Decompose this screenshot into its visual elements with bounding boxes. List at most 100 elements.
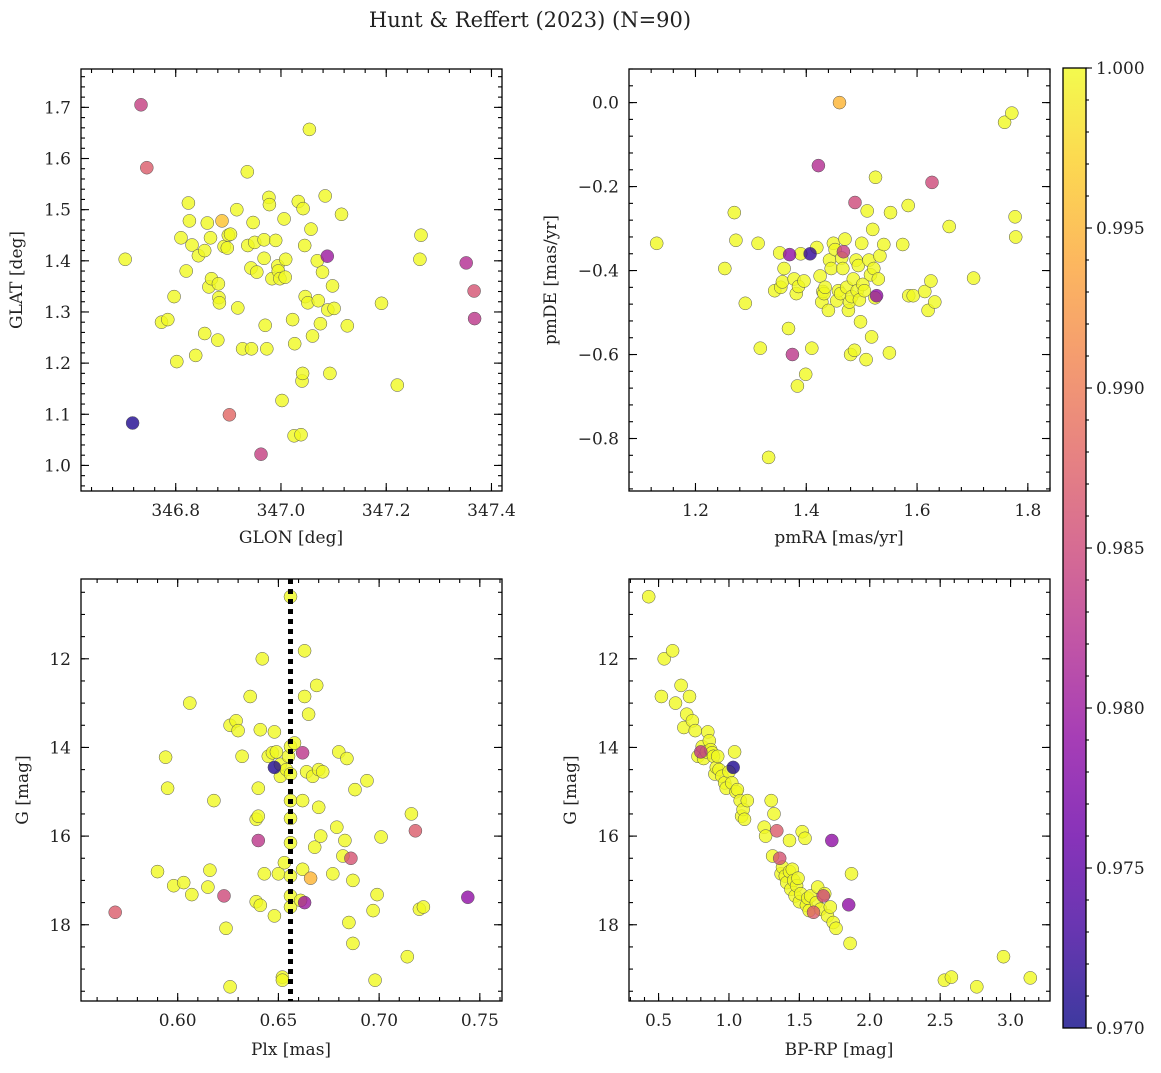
data-point bbox=[346, 936, 360, 951]
x-tick-label: 0.75 bbox=[461, 1011, 499, 1031]
y-tick-label: 18 bbox=[597, 916, 619, 936]
data-point bbox=[231, 301, 245, 315]
x-axis-label: Plx [mas] bbox=[251, 1040, 331, 1060]
data-point bbox=[278, 252, 293, 267]
data-point bbox=[790, 379, 805, 393]
data-point bbox=[340, 751, 354, 766]
data-point bbox=[665, 644, 680, 658]
data-point bbox=[657, 652, 671, 666]
data-point bbox=[297, 644, 312, 658]
data-point bbox=[295, 793, 310, 808]
data-point bbox=[865, 222, 880, 237]
x-axis-label: pmRA [mas/yr] bbox=[774, 528, 903, 548]
data-point bbox=[297, 895, 312, 910]
data-point bbox=[764, 793, 778, 808]
data-point bbox=[805, 341, 819, 355]
data-point bbox=[295, 746, 310, 760]
data-point bbox=[185, 887, 199, 902]
data-point bbox=[253, 898, 268, 913]
data-point bbox=[467, 311, 482, 326]
data-point bbox=[160, 781, 175, 795]
data-point bbox=[864, 330, 879, 344]
data-point bbox=[996, 949, 1011, 964]
colorbar-gradient bbox=[1063, 68, 1086, 1028]
data-point bbox=[251, 809, 266, 823]
y-tick-label: −0.8 bbox=[578, 430, 619, 450]
data-point bbox=[108, 905, 122, 920]
data-point bbox=[860, 204, 874, 218]
data-point bbox=[311, 800, 326, 815]
figure-title: Hunt & Reffert (2023) (N=90) bbox=[369, 8, 691, 32]
data-point bbox=[374, 296, 389, 311]
data-point bbox=[275, 393, 289, 408]
data-point bbox=[315, 265, 330, 279]
y-tick-label: 14 bbox=[49, 738, 71, 758]
data-point bbox=[775, 275, 790, 289]
data-point bbox=[313, 829, 328, 843]
data-point bbox=[413, 252, 427, 267]
data-point bbox=[758, 829, 773, 843]
data-point bbox=[253, 722, 268, 737]
data-point bbox=[222, 408, 237, 422]
colorbar-tick-label: 0.995 bbox=[1096, 219, 1145, 239]
data-point bbox=[269, 745, 284, 759]
colorbar-tick-label: 0.975 bbox=[1096, 859, 1145, 879]
y-tick-label: 14 bbox=[597, 738, 619, 758]
data-point bbox=[925, 175, 939, 190]
data-point bbox=[668, 696, 683, 710]
data-point bbox=[694, 745, 708, 759]
data-point bbox=[461, 890, 475, 905]
data-point bbox=[726, 760, 740, 775]
data-point bbox=[825, 833, 839, 848]
data-point bbox=[798, 367, 813, 382]
data-point bbox=[297, 689, 312, 704]
data-point bbox=[294, 427, 308, 442]
y-tick-label: 1.1 bbox=[44, 405, 71, 425]
data-point bbox=[260, 342, 274, 356]
x-tick-label: 0.65 bbox=[259, 1011, 297, 1031]
data-point bbox=[877, 237, 891, 252]
data-point bbox=[770, 824, 784, 838]
data-point bbox=[682, 689, 697, 704]
data-point bbox=[847, 343, 862, 358]
data-point bbox=[158, 750, 173, 764]
data-point bbox=[244, 342, 259, 356]
data-point bbox=[824, 261, 838, 276]
data-point bbox=[674, 678, 688, 693]
x-tick-label: 1.4 bbox=[793, 501, 820, 521]
data-point bbox=[185, 238, 199, 252]
data-point bbox=[772, 851, 787, 866]
data-point bbox=[217, 889, 231, 903]
data-point bbox=[404, 807, 419, 821]
x-tick-label: 1.6 bbox=[904, 501, 931, 521]
y-tick-label: −0.2 bbox=[578, 178, 619, 198]
data-point bbox=[211, 333, 225, 347]
data-point bbox=[649, 236, 664, 251]
data-point bbox=[844, 867, 859, 881]
data-point bbox=[179, 264, 193, 278]
data-point bbox=[140, 160, 154, 175]
data-point bbox=[257, 867, 272, 881]
data-point bbox=[275, 973, 290, 987]
data-point bbox=[928, 295, 942, 309]
x-tick-label: 346.8 bbox=[151, 501, 200, 521]
data-point bbox=[781, 321, 796, 336]
data-point bbox=[243, 689, 257, 704]
data-point bbox=[318, 189, 332, 203]
data-point bbox=[323, 366, 337, 381]
y-axis-label: GLAT [deg] bbox=[7, 231, 27, 329]
x-tick-label: 2.0 bbox=[856, 1011, 883, 1031]
data-point bbox=[211, 277, 226, 291]
data-point bbox=[467, 284, 481, 298]
x-tick-label: 1.0 bbox=[715, 1011, 742, 1031]
data-point bbox=[174, 231, 188, 245]
x-tick-label: 1.2 bbox=[682, 501, 709, 521]
data-point bbox=[390, 378, 405, 392]
data-point bbox=[688, 723, 702, 738]
data-point bbox=[882, 346, 897, 360]
data-point bbox=[942, 219, 956, 234]
data-point bbox=[297, 238, 312, 253]
data-point bbox=[857, 283, 872, 298]
data-point bbox=[873, 249, 887, 263]
data-point bbox=[182, 214, 197, 228]
